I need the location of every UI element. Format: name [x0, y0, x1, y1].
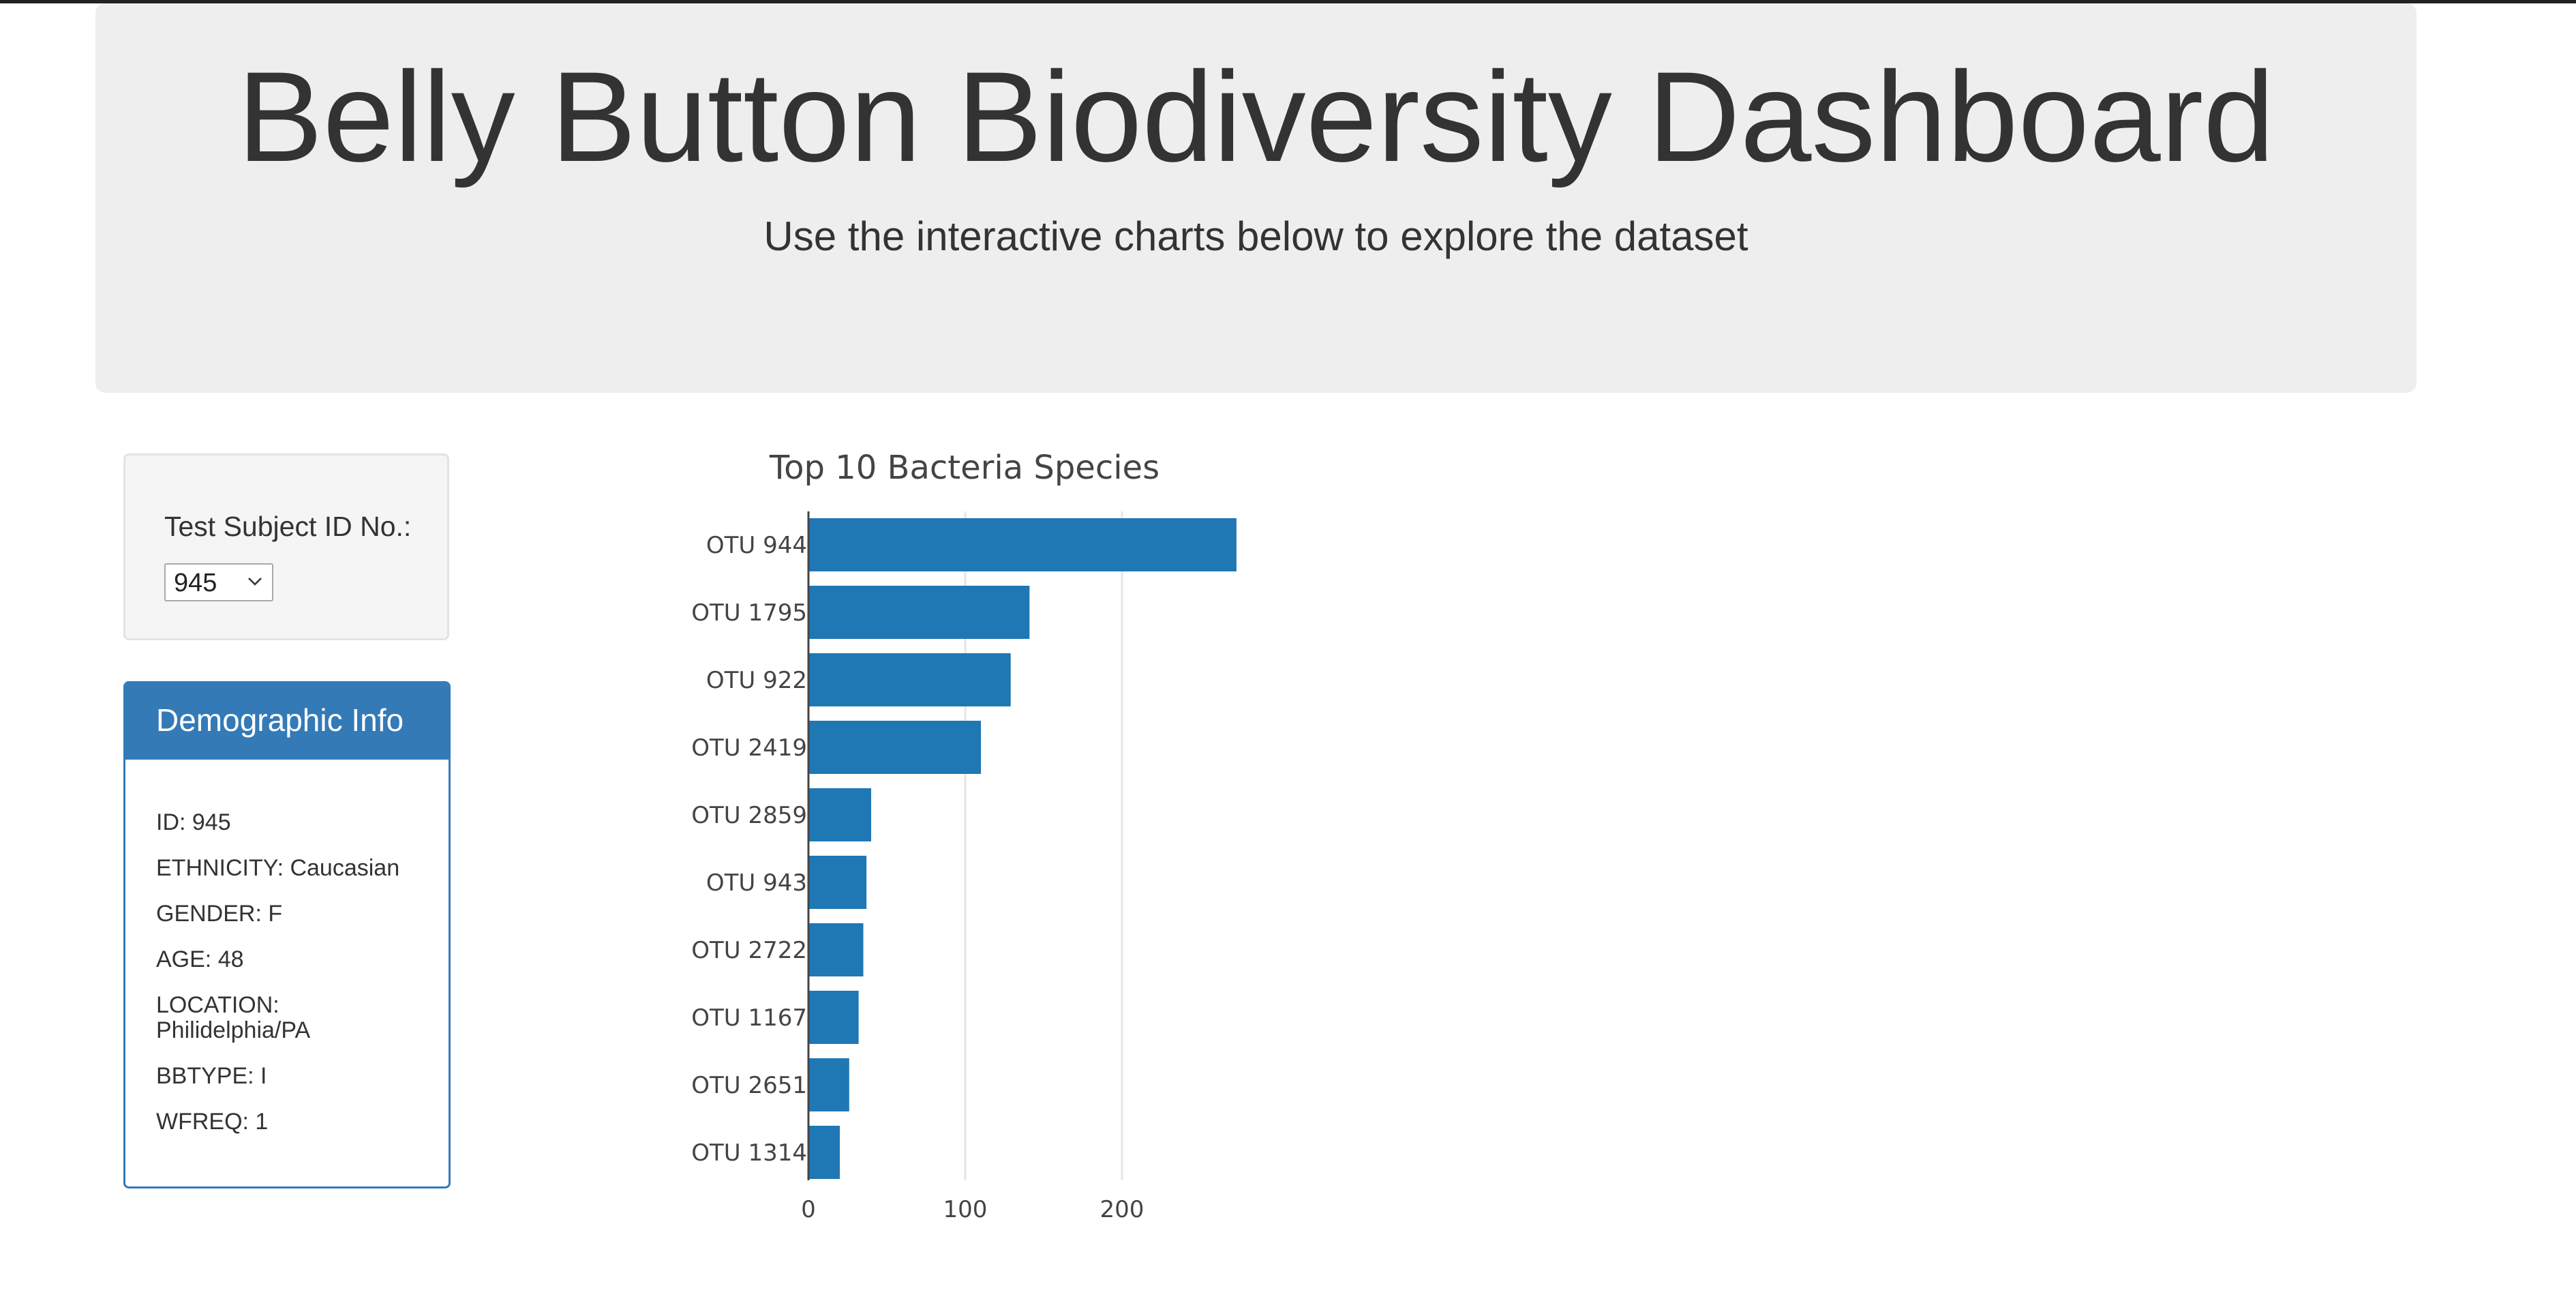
demographic-row: LOCATION: Philidelphia/PA	[156, 992, 311, 1043]
chart-title: Top 10 Bacteria Species	[769, 449, 1160, 487]
demographic-row: GENDER: F	[156, 901, 283, 927]
bar[interactable]	[808, 923, 864, 976]
header-jumbotron: Belly Button Biodiversity Dashboard Use …	[95, 3, 2416, 393]
y-tick-label: OTU 1167	[691, 1004, 807, 1032]
bar[interactable]	[808, 788, 871, 841]
y-tick-label: OTU 2859	[691, 802, 807, 829]
chevron-down-icon	[248, 578, 262, 586]
demographic-info-panel: Demographic Info ID: 945 ETHNICITY: Cauca…	[123, 681, 451, 1188]
demographic-row: ID: 945	[156, 809, 231, 835]
demographic-panel-body: ID: 945 ETHNICITY: Caucasian GENDER: F AGE:…	[156, 810, 429, 1155]
subject-id-selected-value: 945	[174, 569, 217, 597]
y-tick-label: OTU 943	[706, 869, 807, 897]
subject-selector-well: Test Subject ID No.: 945	[123, 453, 449, 640]
y-tick-label: OTU 2651	[691, 1072, 807, 1099]
bar[interactable]	[808, 653, 1011, 706]
bar[interactable]	[808, 1058, 849, 1111]
bar[interactable]	[808, 856, 867, 909]
bar[interactable]	[808, 518, 1237, 571]
demographic-panel-heading: Demographic Info	[125, 683, 449, 760]
x-tick-label: 0	[801, 1196, 816, 1223]
top10-bar-chart: Top 10 Bacteria Species OTU 944 OTU 1795 OT…	[691, 449, 1237, 1223]
y-tick-label: OTU 2419	[691, 734, 807, 762]
subject-id-label: Test Subject ID No.:	[164, 511, 412, 542]
y-tick-label: OTU 1795	[691, 599, 807, 627]
demographic-row: WFREQ: 1	[156, 1109, 269, 1135]
demographic-row: AGE: 48	[156, 946, 244, 972]
y-tick-label: OTU 2722	[691, 937, 807, 964]
x-tick-label: 200	[1100, 1196, 1145, 1223]
bar[interactable]	[808, 991, 859, 1044]
x-tick-label: 100	[943, 1196, 988, 1223]
bar[interactable]	[808, 586, 1030, 639]
demographic-row: BBTYPE: I	[156, 1063, 267, 1089]
bar[interactable]	[808, 1126, 840, 1179]
subject-id-select[interactable]: 945	[164, 563, 273, 601]
demographic-row: ETHNICITY: Caucasian	[156, 855, 400, 881]
demographic-panel-title: Demographic Info	[156, 702, 404, 738]
window-top-border	[0, 0, 2576, 3]
page-title: Belly Button Biodiversity Dashboard	[237, 45, 2275, 188]
y-tick-label: OTU 944	[706, 532, 807, 559]
page-subtitle: Use the interactive charts below to expl…	[763, 213, 1748, 259]
bar[interactable]	[808, 721, 981, 774]
y-tick-label: OTU 922	[706, 667, 807, 694]
y-tick-label: OTU 1314	[691, 1139, 807, 1167]
